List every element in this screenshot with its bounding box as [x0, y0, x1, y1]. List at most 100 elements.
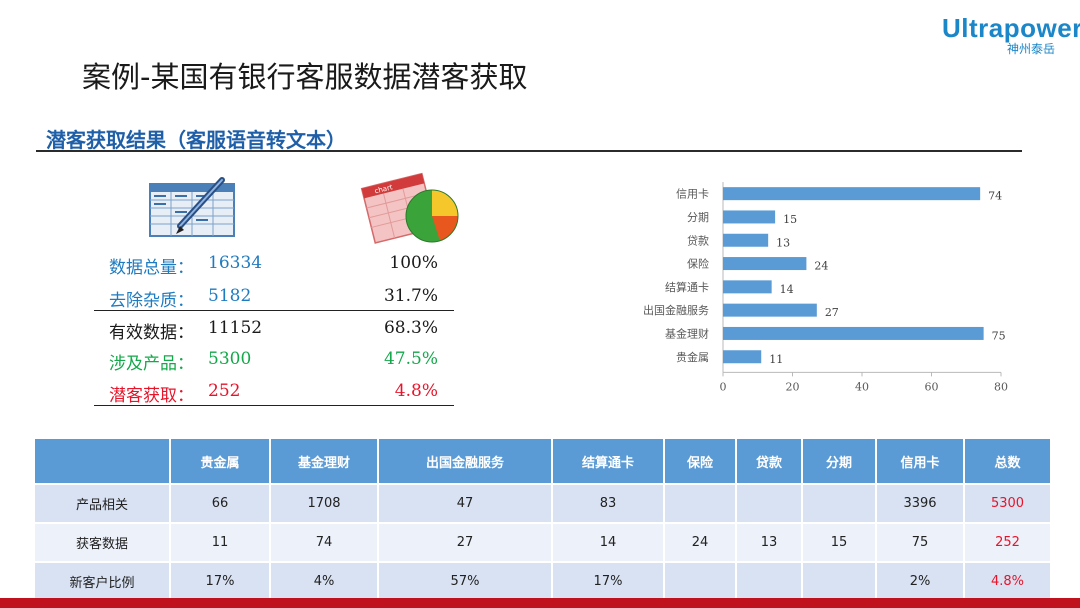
- table-cell: 2%: [875, 561, 965, 602]
- total-cell: 252: [963, 522, 1052, 563]
- stats-divider-top: [94, 310, 454, 311]
- table-corner-cell: [33, 437, 171, 485]
- table-cell: [663, 483, 737, 524]
- stat-value: 16334: [208, 253, 263, 273]
- x-tick-label: 0: [720, 380, 727, 393]
- stat-label: 潜客获取：: [109, 386, 194, 406]
- logo-subtext: 神州泰岳: [1006, 42, 1055, 56]
- table-cell: 14: [551, 522, 665, 563]
- subtitle-divider: [36, 150, 1022, 152]
- data-label: 15: [783, 213, 797, 226]
- data-label: 75: [992, 329, 1006, 342]
- table-cell: 75: [875, 522, 965, 563]
- table-column-header: 基金理财: [269, 437, 379, 485]
- data-label: 11: [769, 353, 783, 366]
- bar: [723, 210, 776, 224]
- table-cell: 57%: [377, 561, 553, 602]
- data-label: 24: [814, 260, 828, 273]
- table-cell: 66: [169, 483, 271, 524]
- stat-value: 5182: [208, 286, 252, 306]
- row-label: 获客数据: [33, 522, 171, 563]
- data-label: 14: [780, 283, 794, 296]
- category-label: 分期: [687, 211, 709, 224]
- stat-percent: 47.5%: [383, 349, 438, 369]
- category-label: 信用卡: [676, 188, 709, 201]
- row-label: 产品相关: [33, 483, 171, 524]
- table-cell: 24: [663, 522, 737, 563]
- stat-percent: 100%: [389, 253, 438, 273]
- stat-value: 5300: [208, 349, 252, 369]
- table-cell: 74: [269, 522, 379, 563]
- table-cell: 27: [377, 522, 553, 563]
- stat-value: 11152: [208, 318, 263, 338]
- pie-chart-icon: chart: [360, 172, 459, 244]
- category-label: 基金理财: [665, 326, 709, 340]
- category-label: 贵金属: [676, 350, 709, 364]
- category-label: 保险: [687, 257, 709, 271]
- table-cell: 83: [551, 483, 665, 524]
- bar: [723, 303, 817, 317]
- lead-summary-table: 贵金属 基金理财 出国金融服务 结算通卡 保险 贷款 分期 信用卡 总数 产品相关 66 1708 4…: [33, 437, 1052, 602]
- section-subtitle: 潜客获取结果（客服语音转文本）: [46, 128, 346, 152]
- table-column-header: 结算通卡: [551, 437, 665, 485]
- page-title: 案例-某国有银行客服数据潜客获取: [82, 60, 528, 94]
- table-cell: 15: [801, 522, 877, 563]
- table-row: 获客数据 11 74 27 14 24 13 15 75 252: [33, 522, 1052, 563]
- bar: [723, 326, 984, 340]
- stats-divider-bottom: [94, 405, 454, 406]
- table-cell: 3396: [875, 483, 965, 524]
- table-column-header: 分期: [801, 437, 877, 485]
- table-column-header: 保险: [663, 437, 737, 485]
- table-cell: [663, 561, 737, 602]
- bar-chart-svg: 信用卡 74 分期 15 贷款 13 保险 24 结算通卡 14 出国金融服务 27 基金理财 75 贵金属…: [643, 182, 1008, 393]
- stat-label: 数据总量：: [109, 258, 194, 278]
- table-header-row: 贵金属 基金理财 出国金融服务 结算通卡 保险 贷款 分期 信用卡 总数: [33, 437, 1052, 485]
- data-label: 27: [825, 306, 839, 319]
- stat-label: 有效数据：: [109, 323, 194, 343]
- stat-value: 252: [208, 381, 241, 401]
- bottom-accent-bar: [0, 598, 1080, 608]
- table-column-header: 总数: [963, 437, 1052, 485]
- category-label: 出国金融服务: [643, 303, 709, 317]
- x-tick-label: 20: [786, 380, 800, 393]
- table-row: 新客户比例 17% 4% 57% 17% 2% 4.8%: [33, 561, 1052, 602]
- table-cell: 1708: [269, 483, 379, 524]
- category-label: 贷款: [687, 233, 709, 247]
- table-cell: 13: [735, 522, 803, 563]
- table-row: 产品相关 66 1708 47 83 3396 5300: [33, 483, 1052, 524]
- table-cell: 47: [377, 483, 553, 524]
- stat-percent: 31.7%: [383, 286, 438, 306]
- bar: [723, 233, 769, 247]
- data-label: 13: [776, 236, 790, 249]
- row-label: 新客户比例: [33, 561, 171, 602]
- product-bar-chart: 信用卡 74 分期 15 贷款 13 保险 24 结算通卡 14 出国金融服务 27 基金理财 75 贵金属…: [620, 178, 1020, 408]
- table-cell: 4%: [269, 561, 379, 602]
- bar: [723, 187, 981, 201]
- company-logo: Ultrapower 神州泰岳: [942, 14, 1080, 60]
- table-cell: [735, 561, 803, 602]
- bar: [723, 280, 772, 294]
- category-label: 结算通卡: [665, 280, 709, 294]
- stat-label: 涉及产品：: [109, 354, 194, 374]
- total-cell: 4.8%: [963, 561, 1052, 602]
- table-cell: 17%: [169, 561, 271, 602]
- x-tick-label: 60: [925, 380, 939, 393]
- bar: [723, 257, 807, 271]
- stat-percent: 4.8%: [394, 381, 438, 401]
- x-tick-label: 80: [994, 380, 1008, 393]
- table-cell: [735, 483, 803, 524]
- spreadsheet-pen-icon: [149, 177, 235, 237]
- stat-percent: 68.3%: [383, 318, 438, 338]
- table-column-header: 信用卡: [875, 437, 965, 485]
- table-column-header: 出国金融服务: [377, 437, 553, 485]
- table-column-header: 贷款: [735, 437, 803, 485]
- stat-label: 去除杂质：: [109, 291, 194, 311]
- table-column-header: 贵金属: [169, 437, 271, 485]
- table-cell: 11: [169, 522, 271, 563]
- total-cell: 5300: [963, 483, 1052, 524]
- x-tick-label: 40: [855, 380, 869, 393]
- table-cell: [801, 483, 877, 524]
- table-body: 产品相关 66 1708 47 83 3396 5300 获客数据 11 74 27 14 24 13 15…: [33, 483, 1052, 602]
- data-label: 74: [988, 190, 1002, 203]
- table-cell: [801, 561, 877, 602]
